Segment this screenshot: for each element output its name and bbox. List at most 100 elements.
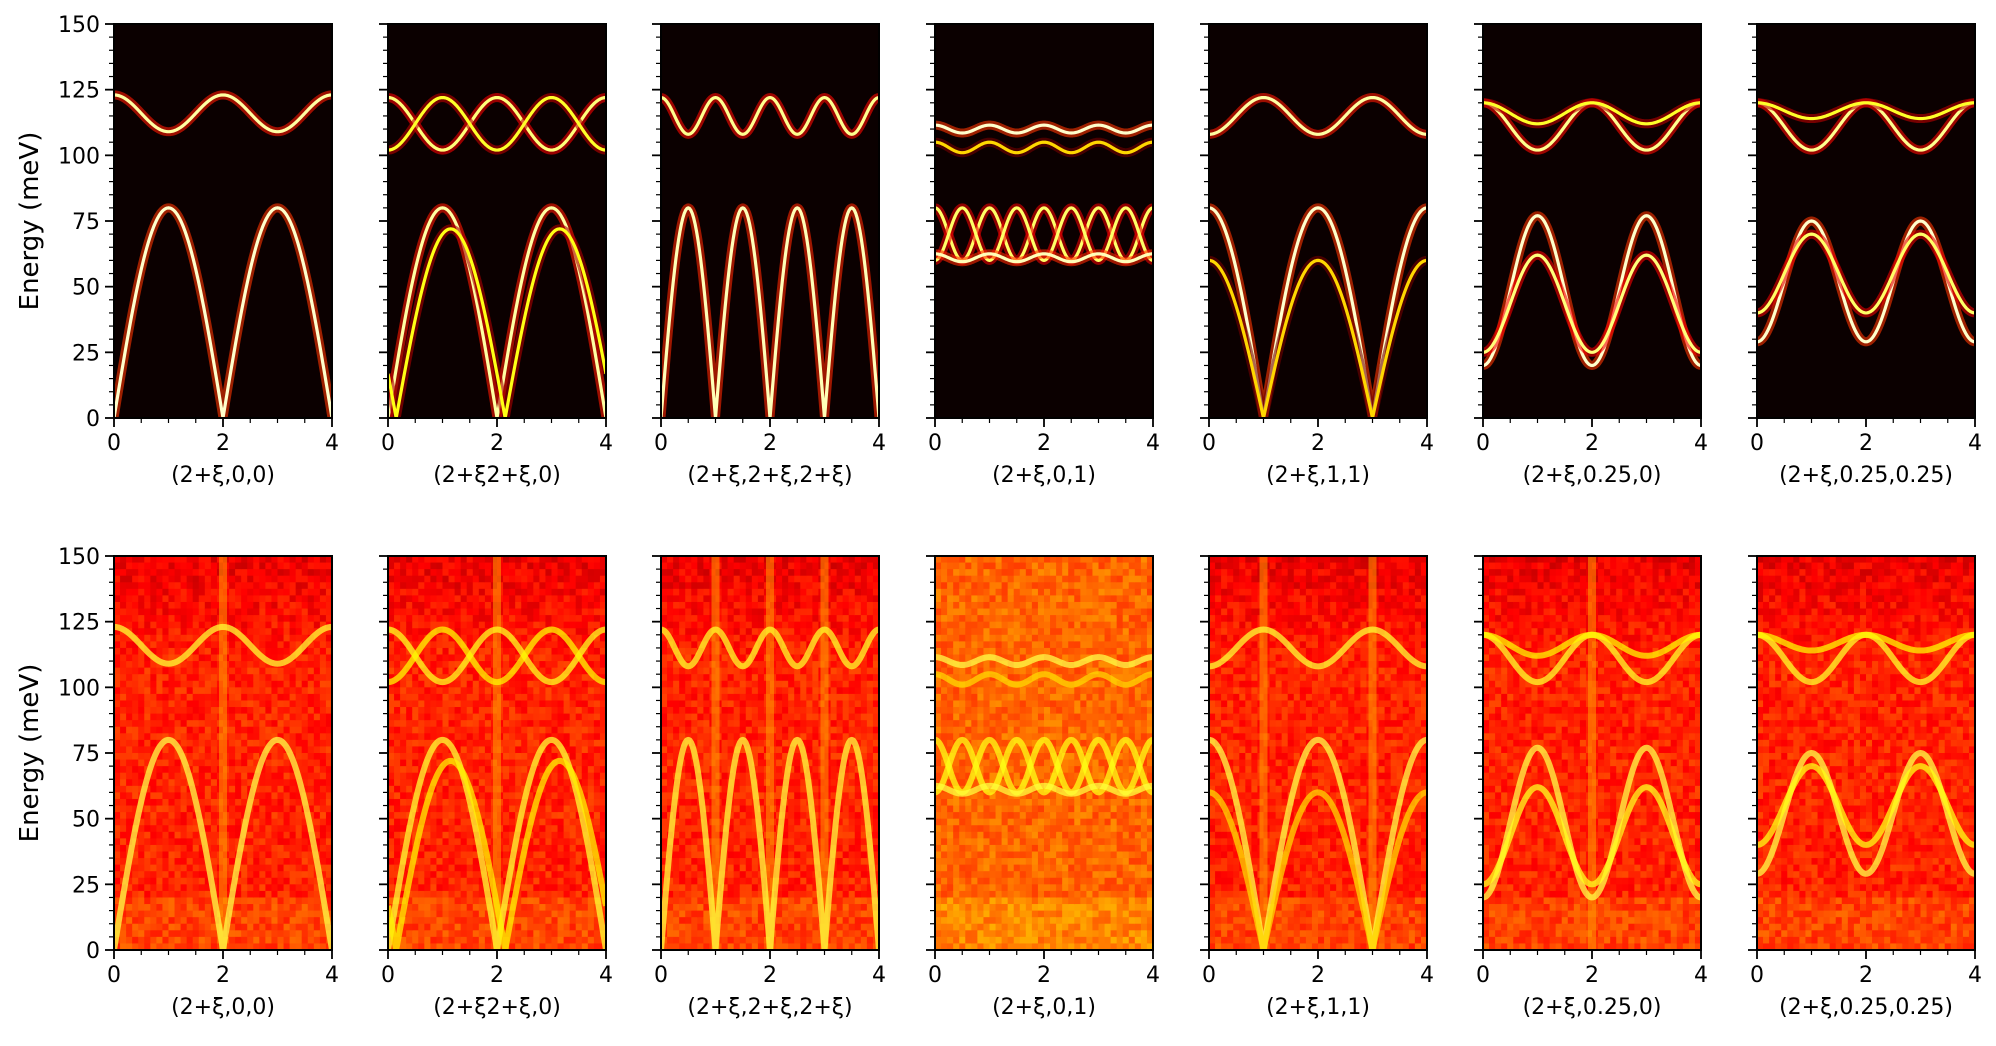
heatmap-cell — [521, 766, 528, 773]
y-tick-label: 150 — [58, 13, 100, 38]
heatmap-cell — [673, 714, 680, 721]
heatmap-cell — [181, 707, 188, 714]
heatmap-cell — [259, 825, 266, 832]
heatmap-cell — [436, 911, 443, 918]
heatmap-cell — [455, 871, 462, 878]
heatmap-cell — [479, 687, 486, 694]
heatmap-cell — [296, 687, 303, 694]
heatmap-cell — [211, 681, 218, 688]
y-tick-label: 0 — [86, 939, 100, 964]
heatmap-cell — [241, 661, 248, 668]
heatmap-cell — [485, 602, 492, 609]
heatmap-cell — [241, 746, 248, 753]
heatmap-cell — [394, 792, 401, 799]
heatmap-cell — [290, 884, 297, 891]
heatmap-cell — [467, 635, 474, 642]
heatmap-cell — [199, 569, 206, 576]
heatmap-cell — [284, 773, 291, 780]
heatmap-cell — [162, 904, 169, 911]
heatmap-cell — [320, 655, 327, 662]
heatmap-cell — [443, 556, 450, 563]
heatmap-cell — [193, 622, 200, 629]
heatmap-cell — [162, 595, 169, 602]
heatmap-cell — [461, 891, 468, 898]
heatmap-cell — [156, 714, 163, 721]
heatmap-cell — [320, 727, 327, 734]
heatmap-cell — [259, 891, 266, 898]
heatmap-cell — [320, 615, 327, 622]
heatmap-cell — [479, 648, 486, 655]
heatmap-cell — [400, 760, 407, 767]
heatmap-cell — [278, 832, 285, 839]
heatmap-cell — [290, 924, 297, 931]
heatmap-cell — [594, 609, 601, 616]
heatmap-cell — [205, 904, 212, 911]
heatmap-cell — [138, 871, 145, 878]
heatmap-cell — [259, 668, 266, 675]
heatmap-cell — [436, 714, 443, 721]
heatmap-cell — [564, 792, 571, 799]
heatmap-cell — [271, 641, 278, 648]
heatmap-cell — [193, 615, 200, 622]
heatmap-cell — [169, 720, 176, 727]
heatmap-cell — [193, 904, 200, 911]
heatmap-cell — [406, 569, 413, 576]
heatmap-cell — [271, 674, 278, 681]
heatmap-cell — [259, 622, 266, 629]
heatmap-cell — [150, 595, 157, 602]
heatmap-cell — [552, 576, 559, 583]
heatmap-cell — [430, 760, 437, 767]
heatmap-cell — [278, 635, 285, 642]
heatmap-cell — [521, 582, 528, 589]
heatmap-cell — [229, 937, 236, 944]
heatmap-cell — [430, 589, 437, 596]
heatmap-cell — [582, 563, 589, 570]
heatmap-cell — [564, 911, 571, 918]
heatmap-cell — [138, 832, 145, 839]
heatmap-cell — [558, 937, 565, 944]
heatmap-cell — [169, 760, 176, 767]
heatmap-cell — [132, 930, 139, 937]
heatmap-cell — [253, 812, 260, 819]
heatmap-cell — [430, 687, 437, 694]
heatmap-cell — [418, 714, 425, 721]
heatmap-cell — [211, 740, 218, 747]
heatmap-cell — [558, 609, 565, 616]
heatmap-cell — [539, 852, 546, 859]
heatmap-cell — [673, 845, 680, 852]
heatmap-cell — [241, 891, 248, 898]
heatmap-cell — [582, 615, 589, 622]
heatmap-cell — [162, 917, 169, 924]
heatmap-cell — [144, 904, 151, 911]
heatmap-cell — [156, 878, 163, 885]
heatmap-cell — [278, 852, 285, 859]
heatmap-cell — [394, 582, 401, 589]
heatmap-cell — [582, 694, 589, 701]
heatmap-cell — [278, 766, 285, 773]
heatmap-cell — [503, 655, 510, 662]
heatmap-cell — [156, 845, 163, 852]
heatmap-cell — [461, 819, 468, 826]
heatmap-cell — [455, 891, 462, 898]
heatmap-cell — [169, 779, 176, 786]
heatmap-cell — [278, 595, 285, 602]
heatmap-cell — [187, 891, 194, 898]
heatmap-cell — [290, 674, 297, 681]
heatmap-cell — [418, 681, 425, 688]
heatmap-cell — [412, 681, 419, 688]
heatmap-cell — [175, 819, 182, 826]
heatmap-cell — [455, 589, 462, 596]
heatmap-cell — [479, 589, 486, 596]
heatmap-cell — [545, 806, 552, 813]
heatmap-cell — [515, 615, 522, 622]
heatmap-cell — [479, 779, 486, 786]
heatmap-cell — [187, 700, 194, 707]
heatmap-cell — [138, 714, 145, 721]
heatmap-cell — [247, 556, 254, 563]
heatmap-cell — [308, 924, 315, 931]
heatmap-cell — [485, 733, 492, 740]
heatmap-cell — [320, 589, 327, 596]
heatmap-cell — [443, 825, 450, 832]
heatmap-cell — [229, 589, 236, 596]
heatmap-cell — [126, 720, 133, 727]
